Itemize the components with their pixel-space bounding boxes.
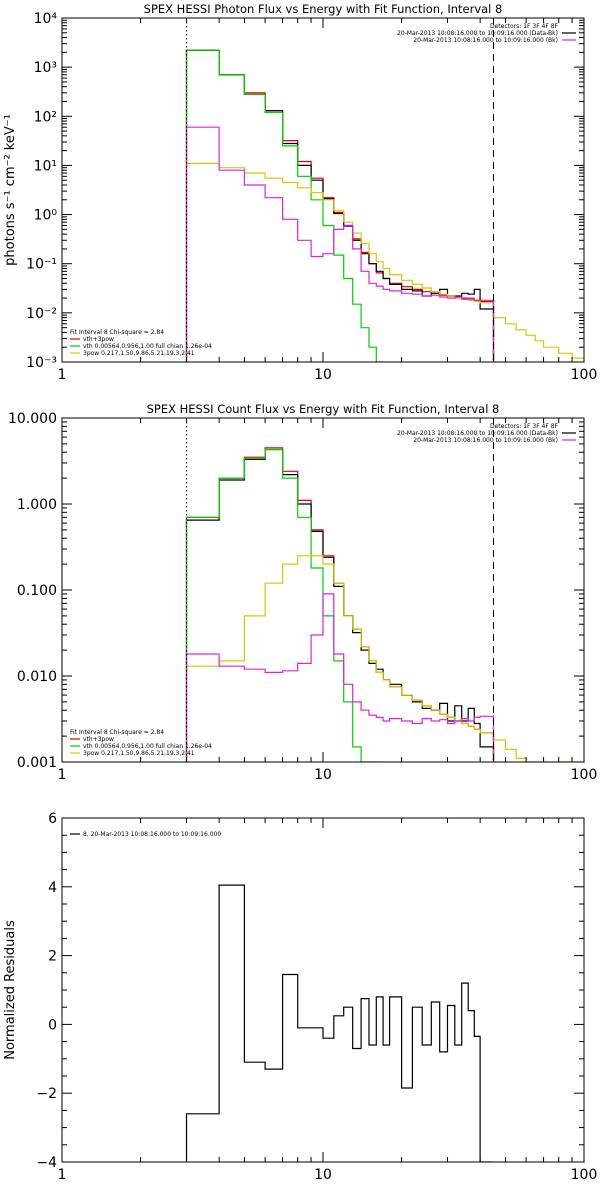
y-tick-label: 0.001 [17, 755, 57, 771]
y-tick-label: 10⁻¹ [26, 257, 57, 273]
legend-left-entry: vth 0.00564,0.956,1.00 full chian 1.26e-… [83, 343, 212, 350]
y-tick-label: −2 [36, 1086, 57, 1102]
y-tick-label: 0.010 [17, 669, 57, 685]
chart-panel-1: SPEX HESSI Photon Flux vs Energy with Fi… [3, 2, 597, 383]
series-line-4 [185, 162, 584, 362]
chart-panel-2: SPEX HESSI Count Flux vs Energy with Fit… [8, 402, 597, 783]
y-axis-label: Normalized Residuals [3, 920, 18, 1060]
legend-left-entry: Fit Interval 8 Chi-square = 2.84 [70, 329, 164, 336]
y-tick-label: 6 [48, 811, 57, 827]
y-tick-label: 0 [48, 1017, 57, 1033]
legend-left-entry: vth 0.00564,0.956,1.00 full chian 1.26e-… [83, 743, 212, 750]
legend-left-entry: vth+3pow [83, 336, 114, 343]
series-line-1 [185, 884, 494, 1162]
y-tick-label: 2 [48, 949, 57, 965]
y-tick-label: 10⁻² [26, 306, 57, 322]
legend-right-entry: 20-Mar-2013 10:08:16.000 to 10:09:16.000… [413, 37, 558, 44]
x-tick-label: 100 [571, 767, 598, 783]
x-tick-label: 100 [571, 1167, 598, 1183]
series-line-4 [185, 555, 584, 762]
y-tick-label: −4 [36, 1155, 57, 1171]
x-tick-label: 1 [58, 767, 67, 783]
legend-right-entry: Detectors: 1F 3F 4F 8F [490, 23, 559, 30]
series-line-3 [185, 448, 384, 762]
x-tick-label: 100 [571, 367, 598, 383]
x-tick-label: 1 [58, 1167, 67, 1183]
chart-title: SPEX HESSI Photon Flux vs Energy with Fi… [144, 2, 503, 16]
series-line-5 [185, 593, 495, 762]
y-tick-label: 10⁰ [34, 208, 58, 224]
y-tick-label: 10² [34, 109, 57, 125]
x-tick-label: 10 [314, 367, 332, 383]
y-tick-label: 10⁴ [34, 11, 58, 27]
chart-title: SPEX HESSI Count Flux vs Energy with Fit… [147, 402, 500, 416]
series-line-2 [185, 49, 495, 362]
legend-left-entry: 3pow 0.217,1.50,9.86,5.21,19.3,2.41 [83, 750, 195, 757]
y-tick-label: 0.100 [17, 583, 57, 599]
y-tick-label: 4 [48, 880, 57, 896]
series-line-1 [185, 49, 495, 362]
y-tick-label: 10³ [34, 60, 57, 76]
series-line-2 [185, 448, 495, 762]
legend-right-entry: 20-Mar-2013 10:08:16.000 to 10:09:16.000… [397, 430, 558, 437]
y-tick-label: 10⁻³ [26, 355, 57, 371]
y-tick-label: 10.000 [8, 411, 57, 427]
plot-frame [61, 817, 585, 1163]
series-line-3 [185, 49, 384, 362]
legend-left-entry: 8, 20-Mar-2013 10:08:16.000 to 10:09:16.… [83, 831, 221, 838]
legend-left-entry: vth+3pow [83, 736, 114, 743]
series-line-5 [185, 126, 495, 362]
chart-panel-3: 1 10 100 −4 −2 0 2 4 6 Normalized Residuals 8, 20-… [3, 811, 597, 1183]
legend-right-entry: 20-Mar-2013 10:08:16.000 to 10:09:16.000… [413, 437, 558, 444]
y-tick-label: 10¹ [34, 158, 57, 174]
legend-right-entry: 20-Mar-2013 10:08:16.000 to 10:09:16.000… [397, 30, 558, 37]
x-tick-label: 10 [314, 1167, 332, 1183]
x-tick-label: 1 [58, 367, 67, 383]
x-tick-label: 10 [314, 767, 332, 783]
legend-right-entry: Detectors: 1F 3F 4F 8F [490, 423, 559, 430]
y-axis-label: photons s⁻¹ cm⁻² keV⁻¹ [3, 114, 18, 266]
legend-left-entry: 3pow 0.217,1.50,9.86,5.21,19.3,2.41 [83, 350, 195, 357]
legend-left-entry: Fit Interval 8 Chi-square = 2.84 [70, 729, 164, 736]
y-tick-label: 1.000 [17, 497, 57, 513]
